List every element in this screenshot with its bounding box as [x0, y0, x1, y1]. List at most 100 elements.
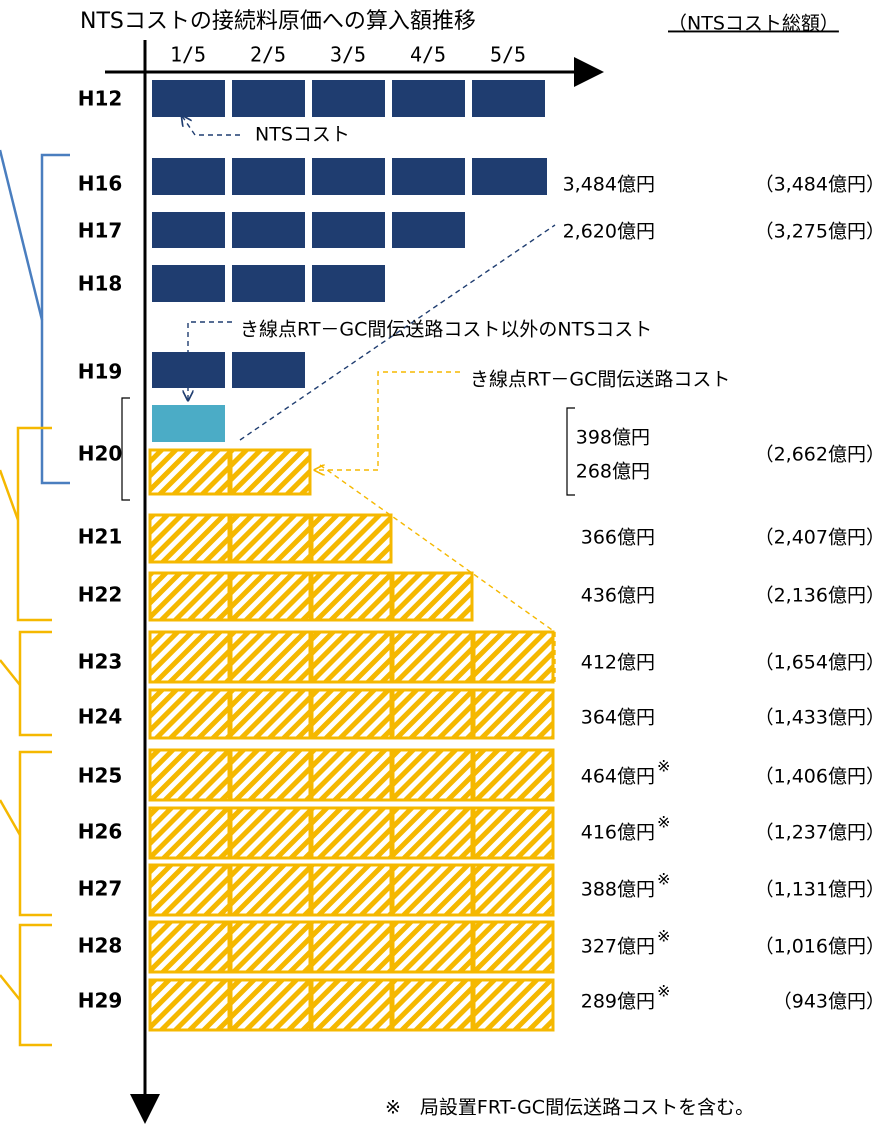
block [152, 265, 225, 302]
hatched-block [472, 920, 555, 974]
hatched-block [310, 630, 393, 684]
row-label: H27 [78, 877, 123, 901]
hatched-block [472, 630, 555, 684]
hatched-block [229, 688, 312, 740]
total: （1,406億円） [755, 766, 885, 788]
block [312, 212, 385, 248]
hatched-block [472, 688, 555, 740]
block [152, 212, 225, 248]
block [232, 158, 305, 195]
hatched-block [472, 863, 555, 917]
row-label: H23 [78, 650, 123, 674]
total: （1,016億円） [755, 936, 885, 958]
hatched-block [229, 513, 312, 564]
hatched-block [148, 920, 231, 974]
hatched-block [310, 863, 393, 917]
total: （2,662億円） [755, 444, 885, 466]
row-label: H25 [78, 764, 123, 788]
hatched-block [148, 806, 231, 860]
block [152, 80, 225, 117]
title: NTSコストの接続料原価への算入額推移 [80, 9, 476, 34]
hatched-block [310, 513, 393, 564]
hatched-block [391, 688, 474, 740]
total: （1,654億円） [755, 652, 885, 674]
value: 436億円 [581, 585, 655, 607]
value: 3,484億円 [563, 174, 655, 196]
total: （3,484億円） [755, 174, 885, 196]
hatched-block [148, 978, 231, 1032]
block [232, 80, 305, 117]
total: （3,275億円） [755, 221, 885, 243]
row-label: H20 [78, 442, 123, 466]
row-label: H18 [78, 272, 123, 296]
block [232, 212, 305, 248]
row-label: H17 [78, 219, 123, 243]
total: （943億円） [773, 991, 885, 1013]
column-label: 3/5 [330, 43, 366, 67]
hatched-block [229, 978, 312, 1032]
block [472, 158, 547, 195]
mark: ※ [657, 927, 670, 946]
mark: ※ [657, 757, 670, 776]
total: （1,433億円） [755, 707, 885, 729]
hatched-block [391, 863, 474, 917]
row-label: H26 [78, 820, 123, 844]
hatched-block [148, 448, 231, 496]
hatched-block [229, 806, 312, 860]
block [152, 405, 225, 442]
value: 366億円 [581, 527, 655, 549]
block [472, 80, 545, 117]
row-label: H28 [78, 934, 123, 958]
hatched-block [229, 630, 312, 684]
hatched-block [148, 630, 231, 684]
hatched-block [310, 978, 393, 1032]
hatched-block [310, 920, 393, 974]
row-label: H29 [78, 989, 123, 1013]
value: 388億円 [581, 879, 655, 901]
hatched-block [391, 920, 474, 974]
mark: ※ [657, 982, 670, 1001]
hatched-block [229, 448, 312, 496]
row-label: H21 [78, 525, 123, 549]
value: 416億円 [581, 822, 655, 844]
value: 268億円 [576, 461, 650, 483]
hatched-block [391, 630, 474, 684]
row-label: H19 [78, 360, 123, 384]
hatched-block [148, 571, 231, 622]
value: 364億円 [581, 707, 655, 729]
brackets [0, 149, 575, 1047]
hatched-block [229, 863, 312, 917]
hatched-block [391, 806, 474, 860]
block [392, 158, 465, 195]
annotation: き線点RT－GC間伝送路コスト以外のNTSコスト [240, 319, 652, 341]
block [312, 80, 385, 117]
value: 327億円 [581, 936, 655, 958]
hatched-block [148, 863, 231, 917]
annotation: NTSコスト [255, 124, 350, 146]
hatched-block [310, 688, 393, 740]
total: （1,131億円） [755, 879, 885, 901]
column-label: 4/5 [410, 43, 446, 67]
value: 289億円 [581, 991, 655, 1013]
block [392, 212, 465, 248]
total: （1,237億円） [755, 822, 885, 844]
value: 412億円 [581, 652, 655, 674]
footnote: ※ 局設置FRT-GC間伝送路コストを含む。 [385, 1097, 754, 1119]
hatched-block [391, 571, 474, 622]
column-label: 2/5 [250, 43, 286, 67]
hatched-block [472, 806, 555, 860]
block [232, 352, 305, 388]
hatched-block [229, 920, 312, 974]
block [152, 158, 225, 195]
mark: ※ [657, 813, 670, 832]
hatched-block [391, 978, 474, 1032]
hatched-block [310, 571, 393, 622]
value: 398億円 [576, 427, 650, 449]
hatched-block [229, 571, 312, 622]
row-label: H12 [78, 87, 123, 111]
block [392, 80, 465, 117]
total: （2,407億円） [755, 527, 885, 549]
block [232, 265, 305, 302]
hatched-block [391, 748, 474, 802]
hatched-block [310, 806, 393, 860]
